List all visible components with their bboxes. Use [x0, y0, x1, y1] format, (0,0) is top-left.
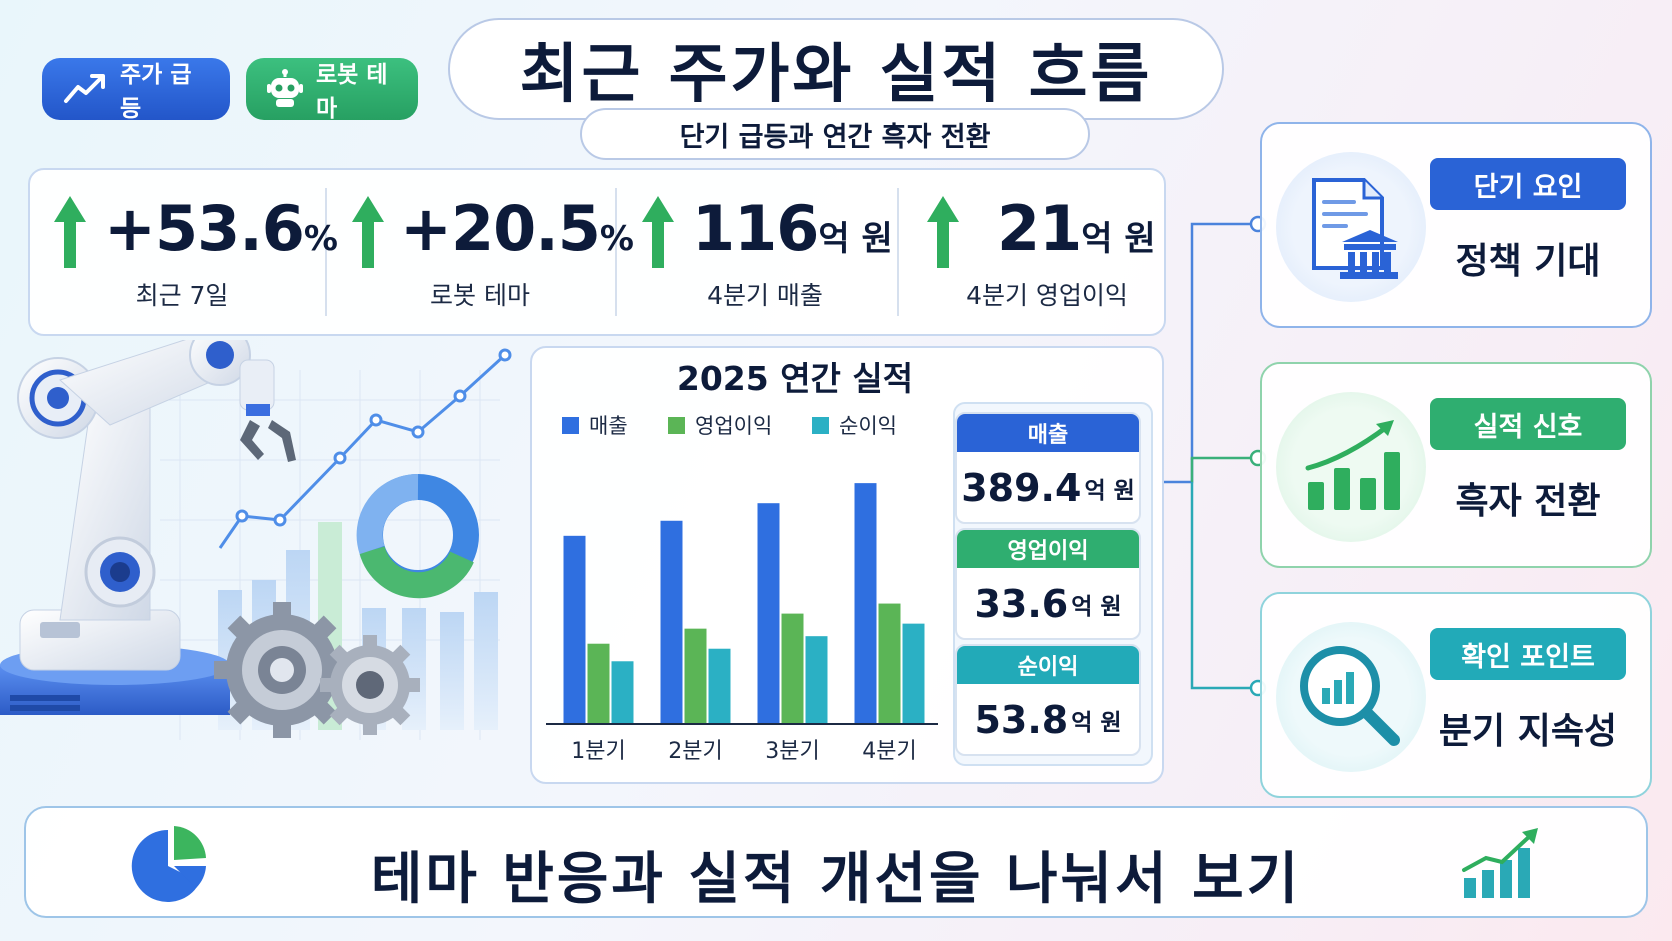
annual-value: 53.8	[974, 698, 1069, 742]
bottom-banner: 테마 반응과 실적 개선을 나눠서 보기	[24, 806, 1648, 918]
tag-robot-theme: 로봇 테마	[246, 58, 418, 122]
factor-connector-lines	[1164, 215, 1267, 697]
x-tick-label: 1분기	[571, 739, 625, 764]
stat-theme-change: +20.5% 로봇 테마	[350, 190, 634, 320]
pie-chart-icon	[131, 826, 206, 902]
stat-label: 4분기 영업이익	[966, 281, 1128, 310]
annual-value: 389.4	[961, 466, 1082, 510]
legend-swatch	[668, 416, 685, 434]
factor-main: 분기 지속성	[1438, 711, 1618, 752]
stats-divider	[897, 188, 899, 316]
stat-value: 21	[997, 192, 1082, 265]
legend-swatch	[562, 416, 579, 434]
stat-q4-operating-profit: 21억 원 4분기 영업이익	[925, 190, 1156, 320]
bar-revenue-q4	[854, 483, 877, 724]
legend-label: 순이익	[839, 414, 897, 438]
arrow-up-icon	[642, 196, 674, 268]
annual-operating-profit-label: 영업이익	[957, 530, 1139, 568]
bar-net-profit-q2	[708, 648, 731, 724]
x-tick-label: 4분기	[862, 739, 916, 764]
arrow-up-icon	[352, 196, 384, 268]
factor-chip: 실적 신호	[1430, 398, 1626, 450]
annual-net-profit-box: 순이익 53.8 억 원	[955, 644, 1141, 756]
tag-stock-surge: 주가 급등	[42, 58, 230, 122]
bar-operating-profit-q2	[684, 628, 707, 724]
stat-unit: %	[599, 219, 634, 259]
stat-value: +53.6	[104, 192, 305, 265]
stat-q4-revenue: 116억 원 4분기 매출	[640, 190, 893, 320]
factor-icon-bg	[1276, 152, 1426, 302]
bar-operating-profit-q3	[781, 613, 804, 724]
annual-value: 33.6	[974, 582, 1069, 626]
bar-chart: 1분기 2분기 3분기 4분기	[546, 483, 938, 764]
factor-icon-bg	[1276, 392, 1426, 542]
stats-divider	[325, 188, 327, 316]
robot-arm-illustration	[0, 340, 512, 740]
tag-label: 주가 급등	[120, 62, 192, 122]
factor-chip: 단기 요인	[1430, 158, 1626, 210]
annual-net-profit-label: 순이익	[957, 646, 1139, 684]
page-title: 최근 주가와 실적 흐름	[448, 18, 1224, 120]
x-tick-label: 2분기	[668, 739, 722, 764]
bar-net-profit-q4	[902, 623, 925, 724]
page-title-text: 최근 주가와 실적 흐름	[519, 38, 1153, 112]
chart-title: 2025 연간 실적	[676, 359, 914, 398]
x-tick-label: 3분기	[765, 739, 819, 764]
annual-revenue-label: 매출	[957, 414, 1139, 452]
legend-item-operating-profit: 영업이익	[668, 410, 772, 440]
growth-chart-icon	[1305, 420, 1400, 510]
stat-label: 로봇 테마	[430, 281, 530, 310]
stats-panel	[28, 168, 1166, 336]
legend-label: 영업이익	[695, 414, 773, 438]
stat-value: 116	[692, 192, 819, 265]
stat-unit: %	[303, 219, 338, 259]
factor-icon-bg	[1276, 622, 1426, 772]
document-bank-icon	[1312, 178, 1398, 279]
robot-icon	[267, 69, 303, 107]
annual-unit: 억 원	[1084, 478, 1135, 504]
stat-label: 최근 7일	[135, 281, 229, 310]
stats-divider	[615, 188, 617, 316]
legend-item-revenue: 매출	[562, 410, 628, 440]
legend-label: 매출	[589, 414, 628, 438]
annual-operating-profit-value: 33.6 억 원	[957, 568, 1139, 638]
annual-unit: 억 원	[1071, 710, 1122, 736]
bar-revenue-q1	[563, 535, 586, 724]
stat-unit: 억 원	[818, 219, 893, 259]
bar-operating-profit-q1	[587, 643, 610, 724]
banner-text: 테마 반응과 실적 개선을 나눠서 보기	[370, 847, 1302, 912]
arrow-up-icon	[927, 196, 959, 268]
stat-week-change: +53.6% 최근 7일	[52, 190, 338, 320]
arrow-up-icon	[54, 196, 86, 268]
factor-card-earnings-signal: 실적 신호 흑자 전환	[1260, 362, 1652, 568]
factor-card-check-point: 확인 포인트 분기 지속성	[1260, 592, 1652, 798]
bar-revenue-q3	[757, 503, 780, 724]
annual-net-profit-value: 53.8 억 원	[957, 684, 1139, 754]
stat-unit: 억 원	[1081, 219, 1156, 259]
factor-chip: 확인 포인트	[1430, 628, 1626, 680]
bar-net-profit-q1	[611, 661, 634, 724]
annual-operating-profit-box: 영업이익 33.6 억 원	[955, 528, 1141, 640]
factor-card-short-term: 단기 요인 정책 기대	[1260, 122, 1652, 328]
stat-value: +20.5	[400, 192, 601, 265]
bar-growth-icon	[1462, 828, 1538, 898]
factor-main: 흑자 전환	[1455, 481, 1601, 522]
page-subtitle-text: 단기 급등과 연간 흑자 전환	[679, 121, 991, 153]
factor-main: 정책 기대	[1455, 241, 1601, 282]
magnifier-chart-icon	[1300, 646, 1400, 746]
annual-revenue-value: 389.4 억 원	[957, 452, 1139, 522]
tag-label: 로봇 테마	[316, 62, 388, 122]
trend-up-icon	[64, 74, 105, 103]
page-subtitle: 단기 급등과 연간 흑자 전환	[580, 108, 1090, 160]
annual-revenue-box: 매출 389.4 억 원	[955, 412, 1141, 524]
bar-net-profit-q3	[805, 636, 828, 724]
annual-unit: 억 원	[1071, 594, 1122, 620]
bar-revenue-q2	[660, 520, 683, 724]
legend-swatch	[812, 416, 829, 434]
bar-operating-profit-q4	[878, 603, 901, 724]
legend-item-net-profit: 순이익	[812, 410, 897, 440]
stat-label: 4분기 매출	[707, 281, 823, 310]
